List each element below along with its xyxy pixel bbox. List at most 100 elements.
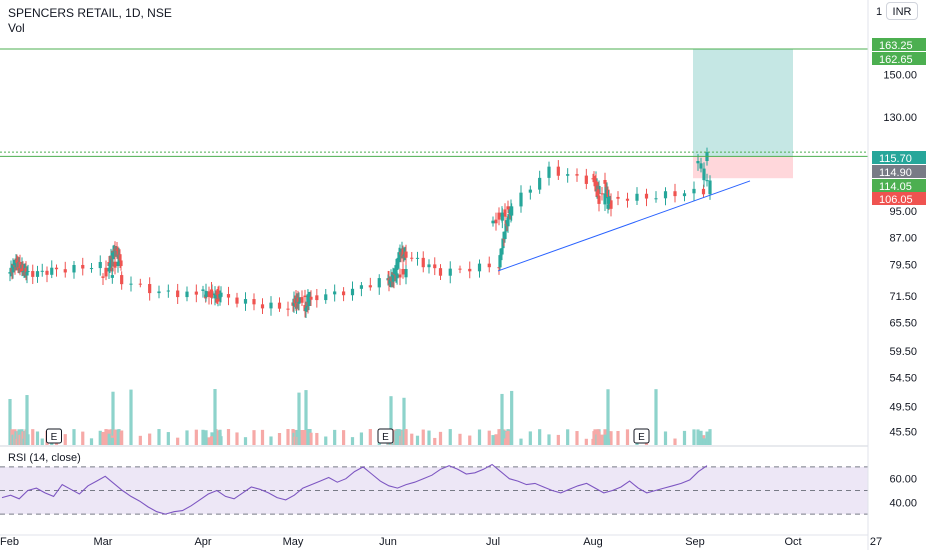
volume-bar [547,434,551,445]
volume-bar [556,434,560,445]
volume-bar [269,436,273,445]
volume-bar [368,429,372,445]
candle-body [341,291,346,296]
candle-body [185,291,189,298]
volume-bar [389,396,393,445]
volume-bar [138,435,142,445]
volume-bar [497,429,501,445]
volume-bar [500,429,504,445]
candle-body [491,220,495,224]
volume-bar [216,433,220,445]
candle-body [315,295,319,301]
time-tick-label: Oct [784,536,801,548]
volume-bar [600,434,604,445]
earnings-marker[interactable] [633,428,650,444]
candle-body [24,267,28,276]
candle-body [538,177,542,190]
volume-bar [40,438,44,445]
volume-bar [35,431,40,445]
candle-body [350,288,355,296]
candle-body [528,189,532,193]
candle-body [603,193,607,205]
volume-bar [176,437,180,445]
volume-bar [116,430,120,445]
volume-bar [448,429,452,445]
candle-body [300,297,304,303]
volume-bar [306,429,310,445]
candle-body [148,284,152,294]
volume-bar [107,433,111,445]
candle-body [600,193,604,195]
candle-body [433,264,437,269]
earnings-marker[interactable] [377,428,394,444]
candle-body [54,267,59,270]
candle-body [115,249,119,251]
candle-body [294,303,298,305]
candle-body [654,198,658,200]
candle-body [359,285,364,289]
trend-line[interactable] [497,180,751,272]
time-tick-label: Mar [94,536,113,548]
time-tick-label: May [283,536,304,548]
volume-bar [404,429,408,445]
candle-body [14,260,18,268]
volume-bar [297,392,301,445]
volume-bar [538,429,542,445]
volume-bar [277,433,282,445]
candle-body [277,302,282,309]
volume-bar [503,430,507,445]
volume-bar [510,390,514,445]
candle-body [119,260,123,267]
candle-body [107,267,111,272]
candle-body [663,191,668,199]
volume-bar [673,438,677,445]
volume-bar [213,389,217,445]
volume-bar [341,430,346,445]
candle-body [497,267,501,269]
candle-body [401,268,405,275]
currency-button[interactable]: INR [886,2,918,20]
price-tick-label: 95.00 [889,206,917,218]
candle-body [226,294,231,298]
candle-body [468,268,472,272]
price-label-badge [872,179,926,192]
candle-body [575,174,579,176]
volume-bar [26,434,30,445]
volume-bar [194,429,198,445]
price-label-value: 115.70 [879,153,912,165]
candle-body [448,268,452,276]
volume-bar [500,393,504,445]
volume-bar [218,433,222,445]
candle-body [304,307,308,312]
volume-bar [494,434,498,445]
volume-bar [421,429,425,445]
volume-bar [72,429,76,445]
volume-bar [110,437,114,445]
volume-bar [148,433,152,445]
volume-bar [625,429,630,445]
candle-body [72,264,76,273]
candle-body [309,296,313,300]
price-tick-label: 87.00 [889,232,917,244]
candle-body [702,168,706,181]
candle-body [604,183,608,193]
volume-bar [350,437,355,445]
price-label-badge [872,52,926,65]
price-tick-label: 79.50 [889,259,917,271]
price-tick-label: 150.00 [883,69,917,81]
volume-bar [315,432,319,445]
volume-bar [101,431,105,445]
earnings-marker[interactable] [46,428,62,444]
candle-body [625,198,630,201]
candle-body [26,271,30,273]
candle-body [194,291,198,295]
volume-bar [566,429,570,445]
time-tick-label: Sep [685,536,705,548]
volume-bar [309,432,313,445]
volume-bar [333,429,337,445]
volume-bar [506,430,510,445]
candle-body [176,290,180,298]
candle-body [324,294,328,301]
symbol-title[interactable]: SPENCERS RETAIL, 1D, NSE [8,6,172,20]
